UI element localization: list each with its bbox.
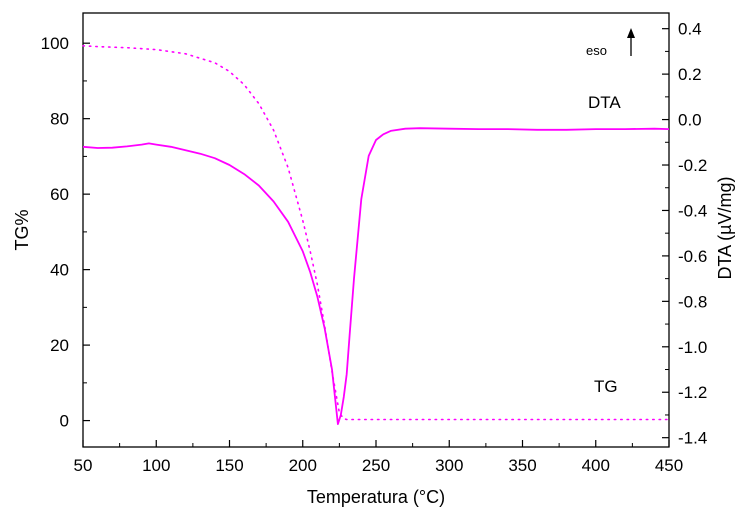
right-y-axis-title: DTA (µV/mg) bbox=[715, 176, 735, 279]
x-axis-title: Temperatura (°C) bbox=[307, 487, 445, 507]
x-tick-label: 400 bbox=[582, 456, 610, 475]
left-y-tick-label: 0 bbox=[60, 412, 69, 431]
x-tick-label: 350 bbox=[508, 456, 536, 475]
left-y-tick-label: 100 bbox=[41, 34, 69, 53]
x-tick-label: 50 bbox=[74, 456, 93, 475]
x-axis-ticks: 50 100 150 200 250 300 350 400 450 bbox=[74, 440, 683, 475]
dta-series-label: DTA bbox=[588, 93, 621, 112]
left-y-tick-label: 40 bbox=[50, 261, 69, 280]
right-y-tick-label: 0.4 bbox=[678, 20, 702, 39]
left-y-axis-ticks: 0 20 40 60 80 100 bbox=[41, 34, 90, 431]
eso-label: eso bbox=[586, 43, 607, 58]
x-tick-label: 450 bbox=[655, 456, 683, 475]
left-y-axis-title: TG% bbox=[12, 209, 32, 250]
exo-up-arrow-icon bbox=[627, 28, 635, 56]
series-dta-line bbox=[82, 127, 670, 426]
right-y-tick-label: -0.2 bbox=[678, 156, 707, 175]
right-y-tick-label: 0.2 bbox=[678, 65, 702, 84]
tg-series-label: TG bbox=[594, 377, 618, 396]
right-y-tick-label: -0.4 bbox=[678, 201, 707, 220]
x-tick-label: 150 bbox=[215, 456, 243, 475]
right-y-tick-label: -0.6 bbox=[678, 247, 707, 266]
right-y-tick-label: -0.8 bbox=[678, 292, 707, 311]
series-tg-line bbox=[82, 44, 670, 421]
left-y-tick-label: 20 bbox=[50, 336, 69, 355]
left-y-tick-label: 80 bbox=[50, 110, 69, 129]
series-layer bbox=[82, 44, 670, 426]
x-tick-label: 300 bbox=[435, 456, 463, 475]
x-tick-label: 250 bbox=[362, 456, 390, 475]
x-tick-label: 100 bbox=[142, 456, 170, 475]
right-y-tick-label: -1.4 bbox=[678, 429, 707, 448]
right-y-tick-label: -1.2 bbox=[678, 383, 707, 402]
right-y-axis-ticks: 0.4 0.2 0.0 -0.2 -0.4 -0.6 -0.8 -1.0 -1.2 -1.4 bbox=[662, 20, 707, 448]
x-tick-label: 200 bbox=[289, 456, 317, 475]
right-y-tick-label: 0.0 bbox=[678, 111, 702, 130]
plot-frame bbox=[82, 12, 670, 448]
left-y-tick-label: 60 bbox=[50, 185, 69, 204]
right-y-tick-label: -1.0 bbox=[678, 338, 707, 357]
